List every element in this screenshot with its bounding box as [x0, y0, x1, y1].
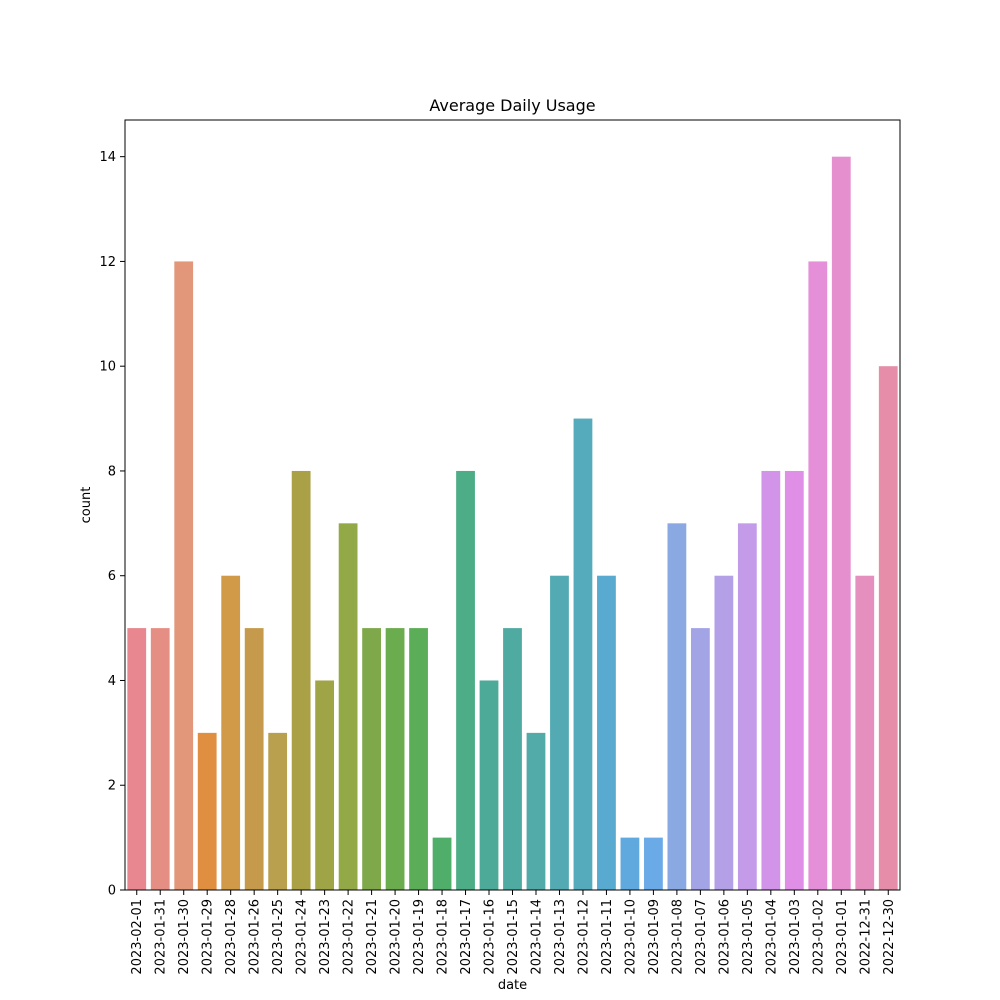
y-tick-label: 6 — [108, 569, 116, 584]
bar-2023-01-16 — [479, 680, 499, 890]
bar-2023-01-05 — [737, 523, 757, 890]
x-tick-label: 2023-01-12 — [576, 899, 591, 975]
x-tick-label: 2023-01-18 — [436, 899, 451, 975]
bar-2023-01-10 — [620, 837, 640, 890]
bar-2023-01-11 — [597, 575, 616, 890]
x-tick-label: 2023-01-30 — [177, 899, 192, 975]
x-tick-label: 2022-12-30 — [882, 899, 897, 975]
bar-2023-01-30 — [174, 261, 194, 890]
x-tick-label: 2023-01-17 — [459, 899, 474, 975]
bar-2023-01-03 — [784, 470, 804, 890]
bar-2023-01-25 — [268, 732, 288, 890]
x-tick-label: 2023-01-29 — [201, 899, 216, 975]
x-tick-label: 2023-01-06 — [717, 899, 732, 975]
x-tick-label: 2023-01-05 — [741, 899, 756, 975]
x-tick-label: 2023-01-09 — [647, 899, 662, 975]
x-tick-label: 2023-01-02 — [811, 899, 826, 975]
x-tick-label: 2022-12-31 — [858, 899, 873, 975]
x-tick-label: 2023-01-14 — [529, 899, 544, 975]
plot-frame — [124, 119, 901, 891]
bar-2023-01-20 — [385, 628, 405, 890]
y-tick-label: 0 — [108, 884, 116, 899]
x-tick-label: 2023-01-08 — [670, 899, 685, 975]
x-tick-label: 2023-01-19 — [412, 899, 427, 975]
x-tick-label: 2023-01-11 — [600, 899, 615, 975]
x-tick-label: 2023-01-22 — [342, 899, 357, 975]
bar-2023-01-09 — [644, 837, 663, 890]
bar-2023-02-01 — [127, 628, 147, 890]
bar-2023-01-19 — [409, 628, 428, 890]
y-axis: 0 2 4 6 8 10 12 14 — [99, 150, 125, 899]
bar-2023-01-04 — [761, 470, 781, 890]
bars-group — [127, 156, 898, 890]
y-tick-label: 10 — [99, 360, 116, 375]
bar-2023-01-18 — [432, 837, 452, 890]
y-tick-label: 4 — [108, 674, 116, 689]
bar-2023-01-13 — [550, 575, 569, 890]
x-tick-label: 2023-01-03 — [788, 899, 803, 975]
bar-2023-01-06 — [714, 575, 734, 890]
bar-2023-01-17 — [456, 470, 475, 890]
x-tick-label: 2023-01-13 — [553, 899, 568, 975]
x-tick-label: 2023-01-25 — [271, 899, 286, 975]
x-tick-label: 2023-01-24 — [295, 899, 310, 975]
x-tick-label: 2023-01-04 — [764, 899, 779, 975]
bar-2023-01-22 — [338, 523, 358, 890]
bar-2023-01-15 — [503, 628, 522, 890]
y-tick-label: 8 — [108, 464, 116, 479]
x-tick-label: 2023-01-10 — [623, 899, 638, 975]
x-tick-label: 2023-01-16 — [483, 899, 498, 975]
x-axis: 2023-02-01 2023-01-31 2023-01-30 2023-01-29… — [130, 890, 897, 975]
y-tick-label: 12 — [99, 255, 116, 270]
bar-2023-01-29 — [197, 732, 217, 890]
y-axis-label: count — [79, 487, 94, 524]
bar-2023-01-07 — [690, 628, 710, 890]
bar-2023-01-23 — [315, 680, 335, 890]
chart-title: Average Daily Usage — [429, 96, 595, 115]
bar-2023-01-01 — [831, 156, 851, 890]
x-tick-label: 2023-02-01 — [130, 899, 145, 975]
bar-2023-01-08 — [667, 523, 687, 890]
x-tick-label: 2023-01-07 — [694, 899, 709, 975]
x-tick-label: 2023-01-28 — [224, 899, 239, 975]
y-tick-label: 14 — [99, 150, 116, 165]
x-tick-label: 2023-01-31 — [154, 899, 169, 975]
x-tick-label: 2023-01-15 — [506, 899, 521, 975]
bar-2023-01-14 — [526, 732, 546, 890]
bar-2022-12-30 — [878, 366, 898, 890]
x-tick-label: 2023-01-23 — [318, 899, 333, 975]
y-tick-label: 2 — [108, 779, 116, 794]
x-tick-label: 2023-01-01 — [835, 899, 850, 975]
x-tick-label: 2023-01-20 — [389, 899, 404, 975]
bar-2023-01-26 — [244, 628, 264, 890]
bar-2023-01-21 — [362, 628, 381, 890]
bar-2023-01-28 — [221, 575, 241, 890]
x-tick-label: 2023-01-26 — [248, 899, 263, 975]
x-tick-label: 2023-01-21 — [365, 899, 380, 975]
bar-2023-01-02 — [808, 261, 828, 890]
bar-2023-01-24 — [291, 470, 311, 890]
bar-2022-12-31 — [855, 575, 875, 890]
x-axis-label: date — [498, 978, 527, 993]
bar-2023-01-31 — [150, 628, 170, 890]
bar-2023-01-12 — [573, 418, 593, 890]
